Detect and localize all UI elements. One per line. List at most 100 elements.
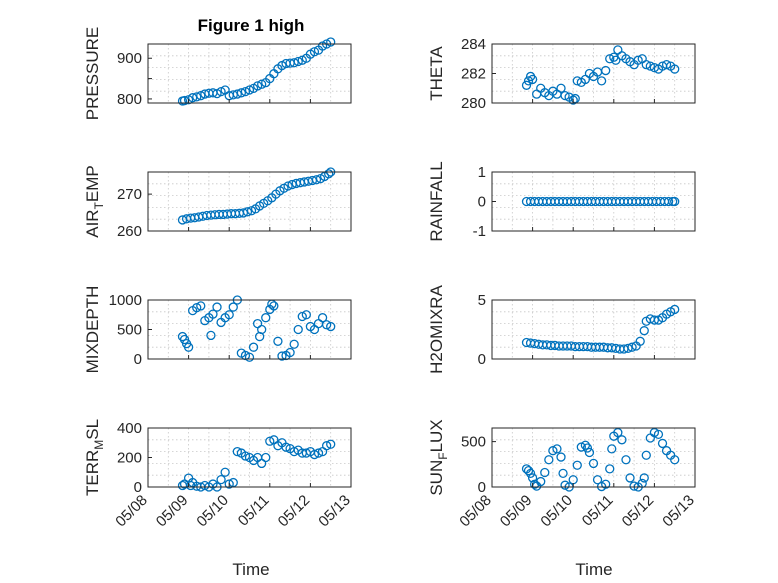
axes-box [491,299,696,360]
y-axis-label: TERRMSL [83,419,106,496]
data-point [257,324,267,335]
data-point [285,347,295,358]
subplot-mixdepth: 0 500 1000 MIXDEPTH [83,286,352,373]
axes-box [147,43,352,104]
data-point [301,310,311,320]
data-point [670,455,680,465]
data-point [572,460,582,470]
subplot-theta: 280 282 284 THETA [427,36,696,112]
data-point [588,458,599,469]
subplot-terr-msl: 0 200 400 TERRMSL 05/08 05/09 05/10 05/11 05/12 0… [83,419,354,530]
y-tick-label: 400 [117,420,142,437]
x-tick-label: 05/11 [579,492,617,530]
data-point [216,474,226,485]
data-point [605,54,615,64]
data-point [639,326,649,336]
data-point [192,92,202,102]
data-point [242,207,253,217]
y-tick-label: -1 [473,223,486,240]
data-point [596,76,607,86]
figure-title: Figure 1 high [198,16,305,35]
x-tick-label: 05/13 [315,492,354,531]
data-point [183,342,194,352]
data-point [670,304,680,315]
data-point [544,455,554,465]
data-point [649,315,660,325]
data-point [309,449,320,460]
data-point [273,336,283,346]
data-point [208,309,218,319]
data-point [601,479,611,489]
data-point [623,343,633,354]
data-point [540,467,550,478]
data-point [521,80,532,90]
data-point [527,473,538,483]
data-point [645,61,655,71]
data-point [326,439,336,449]
data-point [261,313,271,323]
x-tick-label: 05/11 [235,492,273,530]
y-axis-label: RAINFALL [427,161,446,241]
data-point [244,352,255,362]
data-point [661,60,672,70]
x-axis-label-right: Time [575,560,612,579]
data-point [558,468,568,479]
data-point [289,339,299,349]
data-point [527,74,538,85]
axes-box [491,427,696,488]
y-tick-label: 0 [478,194,486,211]
data-point [633,55,643,65]
y-axis-label: AIRTEMP [83,165,106,238]
y-axis-label: SUNFLUX [427,419,450,495]
data-point [556,452,566,462]
data-point [238,208,249,218]
data-point [244,85,255,95]
y-tick-label: 200 [117,450,142,467]
data-point [552,444,562,454]
data-point [311,175,322,185]
axes-layer: 800 900 PRESSURE 280 282 284 THETA 260 270 AIRTEM… [83,27,698,531]
data-point [216,86,226,97]
y-tick-label: 284 [461,36,486,53]
data-point [629,481,639,491]
data-point [670,64,680,74]
data-point [621,455,631,465]
y-axis-label: THETA [427,46,446,101]
data-point [580,440,591,450]
data-point [639,473,649,483]
subplot-h2omixra: 0 5 H2OMIXRA [427,284,696,374]
data-point [228,302,238,312]
y-tick-label: 0 [478,479,486,496]
data-point [321,441,332,451]
y-tick-label: 900 [117,50,142,67]
data-point [641,450,651,460]
data-point [601,65,611,76]
y-tick-label: 270 [117,186,142,203]
y-tick-label: 282 [461,66,486,83]
data-point [240,86,251,97]
data-point [220,467,230,477]
data-point [196,91,206,101]
y-tick-label: 0 [478,351,486,368]
x-tick-label: 05/09 [497,492,536,531]
y-tick-label: 500 [461,434,486,451]
data-point [523,76,534,86]
data-point [281,442,291,452]
subplot-air-temp: 260 270 AIRTEMP [83,165,352,240]
axes-box [147,171,352,232]
data-point [283,181,293,191]
x-tick-label: 05/10 [537,492,576,531]
data-point [611,55,621,65]
data-point [326,37,336,47]
data-point [523,466,534,476]
data-point [240,451,251,461]
data-point [326,321,336,332]
x-tick-label: 05/08 [112,492,151,531]
subplot-rainfall: -1 0 1 RAINFALL [427,161,696,242]
data-point [252,81,263,91]
y-axis-label: H2OMIXRA [427,284,446,373]
x-tick-label: 05/12 [619,492,658,531]
data-point [536,476,546,487]
y-tick-label: 500 [117,322,142,339]
